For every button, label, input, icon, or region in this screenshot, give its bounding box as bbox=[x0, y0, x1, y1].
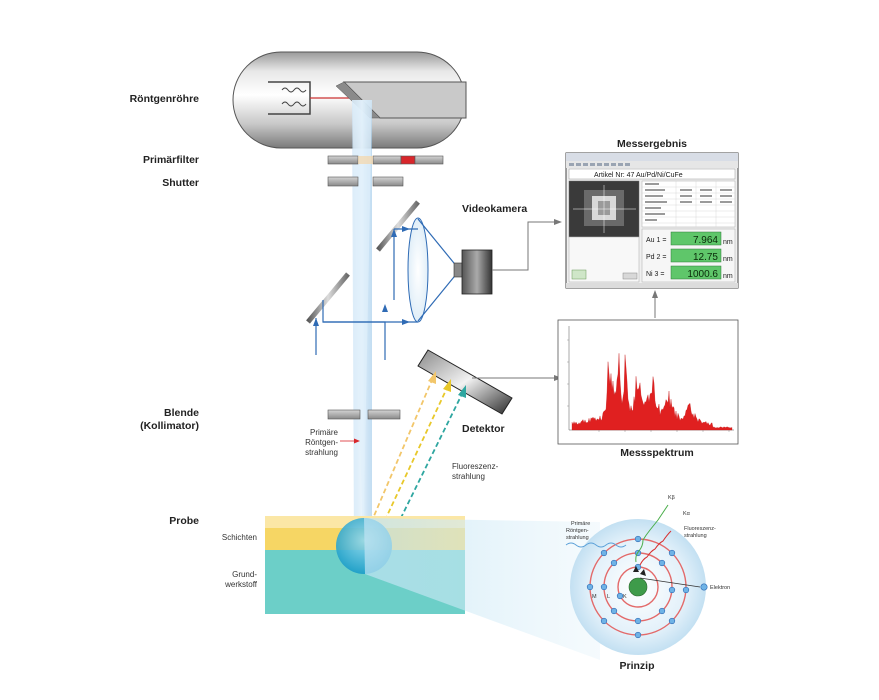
result-unit-2: nm bbox=[723, 256, 733, 263]
atom-label-fluor-1: Fluoreszenz- bbox=[684, 526, 716, 532]
optical-path bbox=[315, 218, 459, 360]
label-primary-xray-1: Primäre bbox=[310, 428, 339, 437]
xray-tube bbox=[232, 51, 467, 149]
atom-label-primary-2: Röntgen- bbox=[566, 528, 589, 534]
label-spectrum: Messspektrum bbox=[620, 447, 694, 459]
result-label-2: Pd 2 = bbox=[646, 254, 666, 261]
label-fluorescence-1: Fluoreszenz- bbox=[452, 462, 499, 471]
atom-label-fluor-2: strahlung bbox=[684, 533, 707, 539]
ejected-electron bbox=[700, 583, 708, 591]
spectrum-signal bbox=[571, 353, 733, 431]
label-tube: Röntgenröhre bbox=[130, 93, 200, 105]
label-shutter: Shutter bbox=[162, 177, 199, 189]
spectrum-plot bbox=[557, 319, 739, 445]
electrons bbox=[586, 535, 690, 639]
video-camera bbox=[453, 219, 562, 295]
result-label-3: Ni 3 = bbox=[646, 271, 664, 278]
atom-label-electron: Elektron bbox=[710, 585, 730, 591]
atom-label-shell-k: K bbox=[623, 594, 627, 600]
label-substrate-2: werkstoff bbox=[224, 580, 258, 589]
label-videocamera: Videokamera bbox=[462, 203, 527, 215]
result-unit-3: nm bbox=[723, 273, 733, 280]
label-aperture-2: (Kollimator) bbox=[140, 420, 199, 432]
label-result: Messergebnis bbox=[617, 138, 687, 150]
label-detector: Detektor bbox=[462, 423, 505, 435]
atom-label-primary-1: Primäre bbox=[571, 521, 590, 527]
label-primary-xray-3: strahlung bbox=[305, 448, 338, 457]
nucleus bbox=[628, 577, 648, 597]
mirror-lower bbox=[306, 272, 350, 324]
result-value-3: 1000.6 bbox=[687, 269, 718, 280]
result-label-1: Au 1 = bbox=[646, 237, 666, 244]
atom-label-k-beta: Kβ bbox=[668, 495, 675, 501]
atom-label-shell-l: L bbox=[607, 594, 610, 600]
label-substrate-1: Grund- bbox=[232, 570, 257, 579]
result-box-2 bbox=[670, 248, 722, 263]
result-value-1: 7.964 bbox=[693, 235, 718, 246]
primary-filter bbox=[327, 155, 444, 165]
label-aperture-1: Blende bbox=[164, 407, 199, 419]
atom-label-k-alpha: Kα bbox=[683, 511, 691, 517]
primary-photon bbox=[565, 542, 627, 548]
mirror-upper bbox=[376, 200, 420, 252]
optics bbox=[306, 200, 459, 360]
label-layers: Schichten bbox=[222, 533, 257, 542]
atom-label-shell-m: M bbox=[592, 594, 597, 600]
result-box-3 bbox=[670, 265, 722, 280]
filament-coil bbox=[281, 87, 307, 93]
result-unit-1: nm bbox=[723, 239, 733, 246]
k-beta-photon bbox=[635, 504, 669, 563]
article-number: Artikel Nr: 47 Au/Pd/Ni/CuFe bbox=[594, 172, 683, 179]
label-sample: Probe bbox=[169, 515, 199, 527]
k-alpha-photon bbox=[639, 530, 672, 566]
label-principle: Prinzip bbox=[619, 660, 654, 672]
result-screen: Artikel Nr: 47 Au/Pd/Ni/CuFe bbox=[565, 152, 739, 289]
lens bbox=[407, 217, 429, 323]
atom-model bbox=[565, 504, 708, 655]
result-value-2: 12.75 bbox=[693, 252, 718, 263]
label-fluorescence-2: strahlung bbox=[452, 472, 485, 481]
aperture bbox=[327, 409, 401, 420]
detector bbox=[417, 349, 562, 415]
data-table bbox=[641, 180, 736, 228]
result-box-1 bbox=[670, 231, 722, 246]
atom-label-primary-3: strahlung bbox=[566, 535, 589, 541]
fluorescence-arrows bbox=[367, 371, 466, 541]
zoom-cone bbox=[364, 518, 600, 660]
label-primary-xray-2: Röntgen- bbox=[305, 438, 338, 447]
shutter bbox=[327, 176, 404, 187]
label-primary-filter: Primärfilter bbox=[143, 154, 199, 166]
